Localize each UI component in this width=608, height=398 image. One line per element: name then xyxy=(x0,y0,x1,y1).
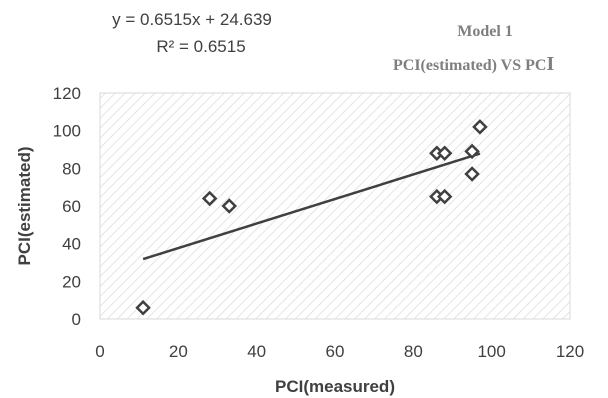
x-axis-label: PCI(measured) xyxy=(275,377,395,396)
chart-title-line2: PCI(estimated) VS PCI xyxy=(393,53,554,75)
data-point xyxy=(436,145,453,162)
x-tick-label: 80 xyxy=(404,342,423,361)
y-tick-label: 100 xyxy=(53,122,81,141)
data-point xyxy=(472,119,488,135)
y-axis-ticks: 0 20 40 60 80 100 120 xyxy=(53,84,81,329)
chart-title-line1: Model 1 xyxy=(457,23,513,40)
x-tick-label: 20 xyxy=(169,342,188,361)
x-tick-label: 0 xyxy=(95,342,104,361)
y-axis-label: PCI(estimated) xyxy=(15,146,34,265)
x-tick-label: 40 xyxy=(247,342,266,361)
chart-title-line2-tail: I xyxy=(546,53,554,75)
data-point xyxy=(464,166,480,182)
trendline-equation: y = 0.6515x + 24.639 xyxy=(112,10,272,29)
y-tick-label: 20 xyxy=(62,272,81,291)
data-point xyxy=(135,299,151,316)
y-tick-label: 60 xyxy=(62,197,81,216)
x-tick-label: 120 xyxy=(556,342,584,361)
plot-area xyxy=(99,92,571,320)
x-tick-label: 100 xyxy=(477,342,505,361)
trendline xyxy=(142,152,481,261)
chart-title-line2-main: PCI(estimated) VS PC xyxy=(393,57,546,74)
data-points xyxy=(135,119,488,316)
r-squared: R² = 0.6515 xyxy=(156,37,245,56)
data-point xyxy=(221,198,238,214)
data-point xyxy=(201,190,218,207)
y-tick-label: 40 xyxy=(62,235,81,254)
data-point xyxy=(464,143,480,160)
data-point xyxy=(436,188,453,205)
y-tick-label: 120 xyxy=(53,84,81,103)
y-tick-label: 0 xyxy=(72,310,81,329)
x-axis-ticks: 0 20 40 60 80 100 120 xyxy=(95,342,584,361)
x-tick-label: 60 xyxy=(326,342,345,361)
y-tick-label: 80 xyxy=(62,159,81,178)
